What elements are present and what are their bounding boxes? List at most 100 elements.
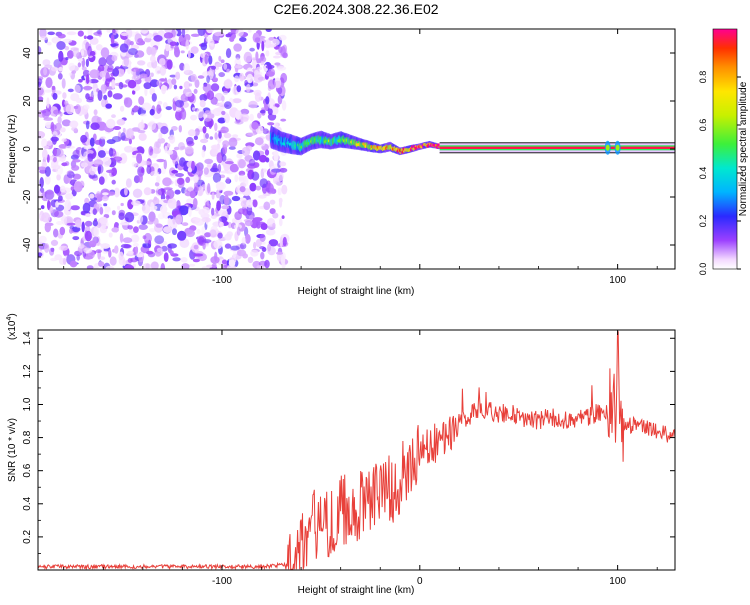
noise-blob: [41, 212, 51, 223]
spectrogram-xtick-label: 100: [609, 275, 626, 286]
noise-blob: [95, 249, 102, 254]
noise-blob: [251, 121, 259, 130]
noise-blob: [236, 226, 241, 236]
noise-blob: [188, 83, 193, 87]
colorbar: 0.0 0.2 0.4 0.6 0.8 Normalized spectral ampl…: [698, 28, 749, 275]
noise-blob: [259, 56, 267, 63]
noise-blob: [206, 200, 210, 206]
noise-blob: [163, 32, 174, 39]
colorbar-tick-label: 0.8: [698, 71, 708, 84]
noise-blob: [52, 92, 58, 100]
noise-blob: [97, 150, 106, 158]
noise-blob: [183, 69, 194, 76]
noise-blob: [71, 189, 77, 197]
noise-blob: [105, 103, 112, 109]
noise-blob: [50, 136, 59, 142]
noise-blob: [169, 134, 176, 144]
noise-blob: [233, 43, 242, 52]
noise-blob: [171, 29, 176, 38]
noise-blob: [174, 189, 181, 195]
noise-blob: [171, 78, 177, 85]
noise-blob: [158, 132, 163, 140]
noise-blob: [276, 66, 287, 71]
noise-blob: [192, 197, 198, 208]
noise-blob: [211, 192, 215, 200]
noise-blob: [83, 151, 88, 161]
noise-blob: [143, 187, 152, 196]
noise-blob: [234, 65, 242, 69]
noise-blob: [224, 233, 232, 241]
noise-blob: [149, 108, 155, 116]
noise-blob: [49, 247, 55, 256]
noise-blob: [249, 47, 255, 52]
noise-blob: [99, 256, 106, 261]
noise-blob: [132, 188, 143, 198]
noise-blob: [181, 222, 189, 227]
noise-blob: [192, 258, 200, 263]
noise-blob: [265, 50, 270, 57]
noise-blob: [95, 44, 103, 51]
snr-yscale-close: ): [7, 313, 18, 316]
noise-blob: [159, 65, 167, 76]
noise-blob: [106, 139, 116, 145]
noise-blob: [271, 38, 280, 46]
noise-blob: [253, 241, 257, 250]
noise-blob: [71, 226, 81, 233]
noise-blob: [68, 62, 76, 71]
noise-blob: [175, 173, 184, 177]
noise-blob: [153, 35, 163, 42]
noise-blob: [280, 84, 285, 88]
noise-blob: [224, 161, 234, 165]
noise-blob: [107, 191, 116, 196]
noise-blob: [175, 214, 183, 225]
noise-blob: [118, 251, 124, 261]
noise-blob: [180, 108, 187, 120]
noise-blob: [224, 101, 232, 109]
noise-blob: [153, 147, 162, 154]
noise-blob: [191, 160, 195, 171]
noise-blob: [257, 112, 262, 119]
noise-blob: [157, 188, 167, 196]
noise-blob: [189, 190, 196, 199]
noise-blob: [175, 110, 183, 121]
spectrogram-axes: -100 100 -40 -20 0 20 40: [22, 29, 675, 286]
noise-blob: [202, 83, 212, 93]
noise-blob: [87, 29, 93, 37]
noise-blob: [120, 32, 129, 37]
noise-blob: [127, 48, 138, 56]
noise-blob: [272, 212, 279, 219]
noise-blob: [123, 97, 133, 108]
noise-blob: [276, 251, 283, 255]
noise-blob: [190, 33, 200, 37]
noise-blob: [265, 157, 270, 163]
noise-blob: [267, 243, 272, 252]
noise-blob: [101, 99, 107, 108]
noise-blob: [204, 117, 212, 122]
noise-blob: [65, 193, 74, 200]
noise-blob: [73, 181, 83, 193]
noise-blob: [269, 208, 276, 215]
noise-blob: [260, 61, 265, 66]
noise-blob: [185, 39, 189, 50]
noise-blob: [59, 226, 66, 236]
noise-blob: [210, 96, 218, 105]
noise-blob: [154, 235, 165, 245]
noise-blob: [94, 139, 103, 145]
noise-blob: [138, 173, 143, 183]
noise-blob: [177, 230, 187, 241]
noise-blob: [245, 83, 251, 93]
noise-blob: [57, 73, 63, 80]
noise-blob: [44, 243, 50, 253]
noise-blob: [217, 117, 226, 124]
noise-blob: [267, 79, 276, 90]
noise-blob: [111, 79, 116, 89]
noise-blob: [89, 166, 96, 176]
noise-blob: [122, 259, 126, 266]
snr-ytick-label: 1.4: [22, 331, 33, 345]
noise-blob: [61, 119, 71, 127]
noise-blob: [70, 93, 80, 102]
noise-blob: [122, 127, 126, 133]
colorbar-tick-label: 0.4: [698, 167, 708, 180]
noise-blob: [50, 66, 59, 72]
noise-blob: [260, 251, 265, 260]
